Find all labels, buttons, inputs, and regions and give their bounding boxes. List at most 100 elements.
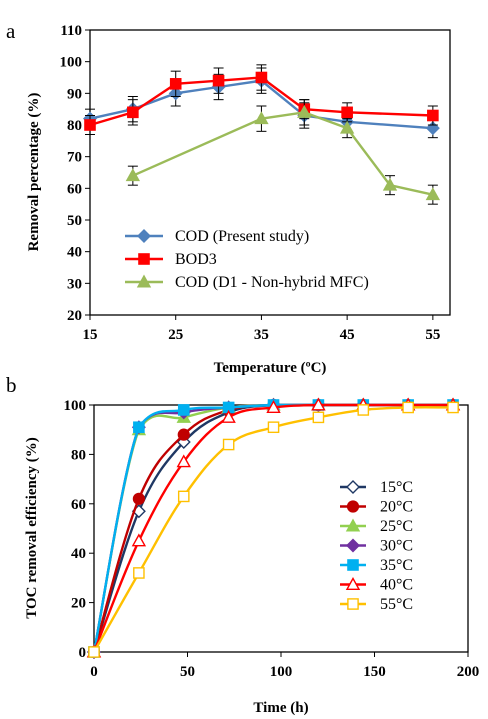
data-point [297,104,312,118]
legend-marker [346,500,360,513]
x-tick-label-b: 50 [180,664,195,680]
legend-marker [138,253,150,265]
legend-label: 20°C [380,499,413,516]
data-point [177,404,190,416]
y-tick-label-b: 20 [71,596,86,612]
y-axis-label-b: TOC removal efficiency (%) [24,437,40,618]
legend-item: BOD3 [125,251,217,268]
y-tick-label-a: 70 [67,150,82,166]
data-point [425,187,441,201]
data-point [382,177,398,191]
data-point [84,119,96,131]
series-b-7 [88,401,459,658]
legend-item: COD (Present study) [125,228,309,245]
legend-item: 55°C [340,596,413,613]
data-point [311,397,326,411]
data-point [402,401,414,414]
y-tick-label-a: 40 [67,245,82,261]
series-line [92,406,454,653]
x-tick-label-a: 55 [425,327,440,343]
legend-item: 25°C [340,518,413,535]
x-tick-label-b: 200 [457,664,480,680]
data-point [339,120,355,134]
data-point [127,106,139,119]
y-tick-label-a: 20 [67,308,82,324]
data-point [133,567,145,579]
plot-frame-a [89,29,451,316]
data-point [221,409,236,423]
legend-marker [136,274,152,288]
legend-label: COD (Present study) [175,228,309,245]
data-point [176,454,191,468]
legend-marker [345,518,361,532]
legend-item: 20°C [340,499,413,516]
legend-label: 40°C [380,577,413,594]
legend-marker [347,598,359,610]
legend-item: 40°C [340,577,413,594]
data-point [212,74,225,87]
y-tick-label-a: 30 [67,276,82,292]
y-axis-label-a: Removal percentage (%) [26,93,42,252]
y-tick-label-a: 110 [60,23,82,39]
data-point [447,401,459,414]
legend-label: 55°C [380,596,413,613]
data-point [427,109,439,122]
series-line [132,111,434,196]
data-point [177,490,190,503]
y-tick-label-b: 100 [64,398,87,414]
legend-label: 30°C [380,538,413,555]
legend-item: 35°C [340,557,413,574]
legend-item: COD (D1 - Non-hybrid MFC) [125,274,369,291]
data-point [254,111,269,125]
y-tick-label-a: 100 [60,55,83,71]
legend-label: 25°C [380,518,413,535]
y-tick-label-a: 60 [67,181,82,197]
data-point [341,106,353,119]
series-line [89,76,433,127]
legend-marker [346,480,360,494]
data-point [312,411,325,424]
data-point [255,71,268,84]
legend-marker [347,559,359,571]
x-axis-label-a: Temperature (ºC) [214,360,327,376]
data-point [267,421,280,434]
panel-b-label: b [6,373,17,397]
legend-label: COD (D1 - Non-hybrid MFC) [175,274,369,291]
legend-b: 15°C 20°C 25°C 30°C 35°C 40°C 55°C [340,479,413,613]
data-point [133,421,145,434]
y-tick-label-b: 40 [71,546,86,562]
y-tick-label-b: 80 [71,447,86,463]
y-tick-label-b: 0 [79,645,87,661]
y-tick-label-a: 50 [67,213,82,229]
data-point [132,492,145,505]
data-point [425,121,440,136]
legend-item: 30°C [340,538,413,555]
legend-marker [137,229,151,243]
data-point [357,404,370,416]
x-tick-label-b: 150 [363,664,386,680]
data-point [125,168,141,182]
data-point [222,438,235,451]
legend-label: 15°C [380,479,413,496]
x-tick-label-a: 15 [83,327,98,343]
x-tick-label-b: 100 [270,664,293,680]
legend-label: 35°C [380,557,413,574]
data-point [266,400,281,413]
chart-panel-b: b 0 20 40 60 80 100 0 50 100 150 200 Time (h) TOC … [6,373,479,716]
x-tick-label-a: 45 [340,327,355,343]
legend-marker [346,538,360,553]
x-tick-label-a: 35 [254,327,269,343]
legend-a: COD (Present study) BOD3 COD (D1 - Non-hyb… [125,228,369,291]
panel-a-label: a [6,19,16,43]
y-tick-label-b: 60 [71,497,86,513]
x-tick-label-a: 25 [168,327,183,343]
x-tick-label-b: 0 [90,664,98,680]
chart-panel-a: a 20 30 40 50 60 70 80 90 100 110 15 25 35 45 55 Tempe… [6,19,451,376]
y-tick-label-a: 80 [67,118,82,134]
data-point [131,533,147,547]
y-tick-label-a: 90 [67,86,82,102]
data-point [177,428,190,441]
legend-label: BOD3 [175,251,217,268]
x-axis-label-b: Time (h) [253,700,308,716]
